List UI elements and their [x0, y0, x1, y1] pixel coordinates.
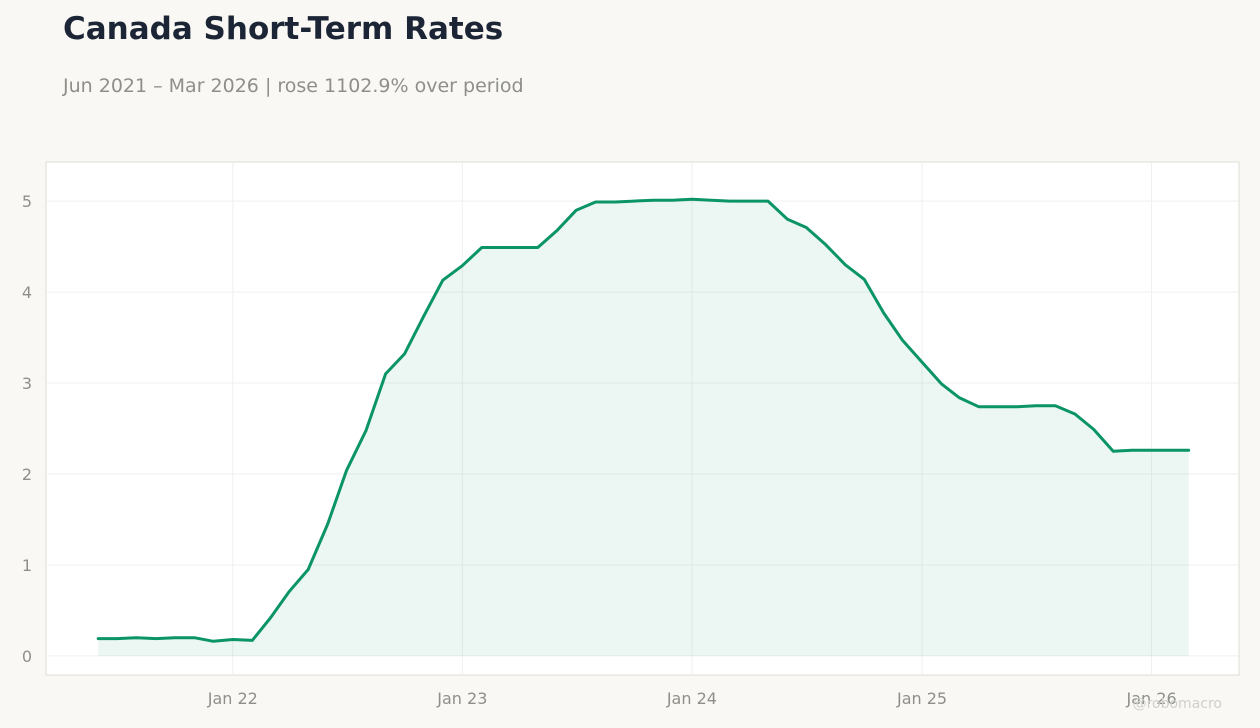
- x-tick-label: Jan 25: [896, 689, 947, 708]
- data-point: [766, 199, 770, 203]
- data-point: [1130, 448, 1134, 452]
- data-point: [268, 617, 272, 621]
- y-tick-label: 0: [22, 647, 32, 666]
- plot-area: [45, 161, 1240, 676]
- data-point: [115, 637, 119, 641]
- data-point: [1150, 448, 1154, 452]
- data-point: [670, 198, 674, 202]
- data-point: [517, 246, 521, 250]
- y-tick-label: 4: [22, 283, 32, 302]
- data-point: [211, 639, 215, 643]
- data-point: [154, 637, 158, 641]
- data-point: [1092, 427, 1096, 431]
- data-point: [709, 198, 713, 202]
- data-point: [824, 243, 828, 247]
- data-point: [632, 199, 636, 203]
- data-point: [536, 246, 540, 250]
- watermark: @robomacro: [1132, 696, 1222, 712]
- x-tick-label: Jan 24: [666, 689, 717, 708]
- data-point: [250, 638, 254, 642]
- data-point: [843, 263, 847, 267]
- data-point: [996, 405, 1000, 409]
- data-point: [594, 200, 598, 204]
- data-point: [1034, 404, 1038, 408]
- data-point: [652, 198, 656, 202]
- data-point: [1111, 449, 1115, 453]
- data-point: [555, 228, 559, 232]
- data-point: [977, 405, 981, 409]
- grid: [46, 162, 1239, 675]
- data-point: [287, 589, 291, 593]
- series-area: [98, 199, 1189, 656]
- data-point: [804, 226, 808, 230]
- data-point: [460, 264, 464, 268]
- data-point: [574, 208, 578, 212]
- x-tick-label: Jan 23: [436, 689, 487, 708]
- data-point: [940, 382, 944, 386]
- data-point: [786, 217, 790, 221]
- data-point: [747, 199, 751, 203]
- data-point: [862, 277, 866, 281]
- data-point: [728, 199, 732, 203]
- data-point: [1187, 448, 1191, 452]
- chart-title: Canada Short-Term Rates: [63, 11, 504, 47]
- y-axis: 0 1 2 3 4 5: [22, 192, 32, 666]
- data-point: [901, 338, 905, 342]
- data-point: [364, 428, 368, 432]
- data-point: [192, 636, 196, 640]
- data-point: [957, 396, 961, 400]
- x-tick-label: Jan 22: [207, 689, 258, 708]
- x-axis: Jan 22 Jan 23 Jan 24 Jan 25 Jan 26: [207, 689, 1177, 708]
- data-point: [326, 522, 330, 526]
- data-point: [231, 638, 235, 642]
- y-tick-label: 1: [22, 556, 32, 575]
- data-point: [96, 637, 100, 641]
- data-point: [613, 200, 617, 204]
- y-tick-label: 5: [22, 192, 32, 211]
- data-point: [882, 311, 886, 315]
- data-point: [480, 246, 484, 250]
- data-point: [1015, 405, 1019, 409]
- data-point: [384, 372, 388, 376]
- data-point: [690, 197, 694, 201]
- data-point: [920, 360, 924, 364]
- data-point: [135, 636, 139, 640]
- series-layer: [96, 197, 1191, 656]
- data-point: [173, 636, 177, 640]
- data-point: [422, 314, 426, 318]
- data-point: [441, 278, 445, 282]
- chart-subtitle: Jun 2021 – Mar 2026 | rose 1102.9% over …: [63, 75, 524, 97]
- data-point: [1053, 404, 1057, 408]
- data-point: [345, 468, 349, 472]
- data-point: [306, 568, 310, 572]
- x-tick-label: Jan 26: [1126, 689, 1177, 708]
- data-point: [1073, 412, 1077, 416]
- y-tick-label: 3: [22, 374, 32, 393]
- y-tick-label: 2: [22, 465, 32, 484]
- data-point: [1169, 448, 1173, 452]
- series-line: [96, 197, 1191, 643]
- data-point: [403, 352, 407, 356]
- data-point: [497, 246, 501, 250]
